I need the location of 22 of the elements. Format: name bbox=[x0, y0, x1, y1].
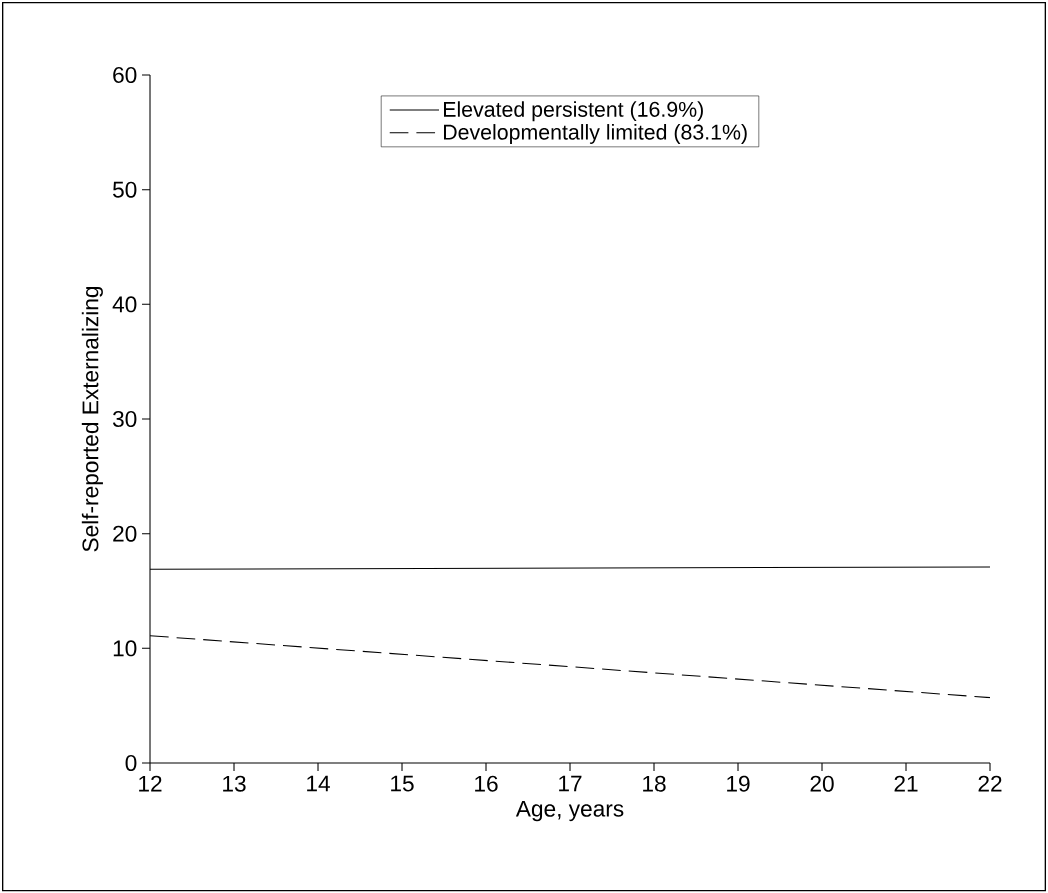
legend-label: Developmentally limited (83.1%) bbox=[444, 123, 747, 144]
x-tick-label: 22 bbox=[978, 775, 1002, 792]
y-tick-label: 20 bbox=[113, 525, 137, 542]
x-tick-label: 21 bbox=[894, 775, 918, 792]
x-tick-label: 18 bbox=[643, 775, 666, 792]
x-tick-label: 13 bbox=[223, 775, 246, 792]
y-tick-label: 60 bbox=[113, 66, 137, 83]
y-tick-label: 50 bbox=[112, 181, 137, 198]
x-tick-label: 19 bbox=[727, 775, 750, 792]
x-tick-label: 12 bbox=[139, 775, 162, 792]
y-tick-label: 40 bbox=[112, 296, 137, 313]
x-tick-label: 15 bbox=[391, 775, 414, 792]
x-tick-label: 14 bbox=[307, 775, 330, 792]
x-tick-label: 17 bbox=[559, 775, 582, 792]
legend-label: Elevated persistent (16.9%) bbox=[444, 101, 703, 121]
x-tick-label: 20 bbox=[810, 775, 834, 792]
y-axis-title: Self-reported Externalizing bbox=[81, 286, 103, 552]
y-tick-label: 10 bbox=[113, 640, 137, 657]
y-tick-label: 30 bbox=[112, 410, 137, 427]
x-axis-title: Age, years bbox=[515, 800, 624, 822]
x-tick-label: 16 bbox=[475, 775, 498, 792]
y-tick-label: 0 bbox=[125, 754, 137, 771]
